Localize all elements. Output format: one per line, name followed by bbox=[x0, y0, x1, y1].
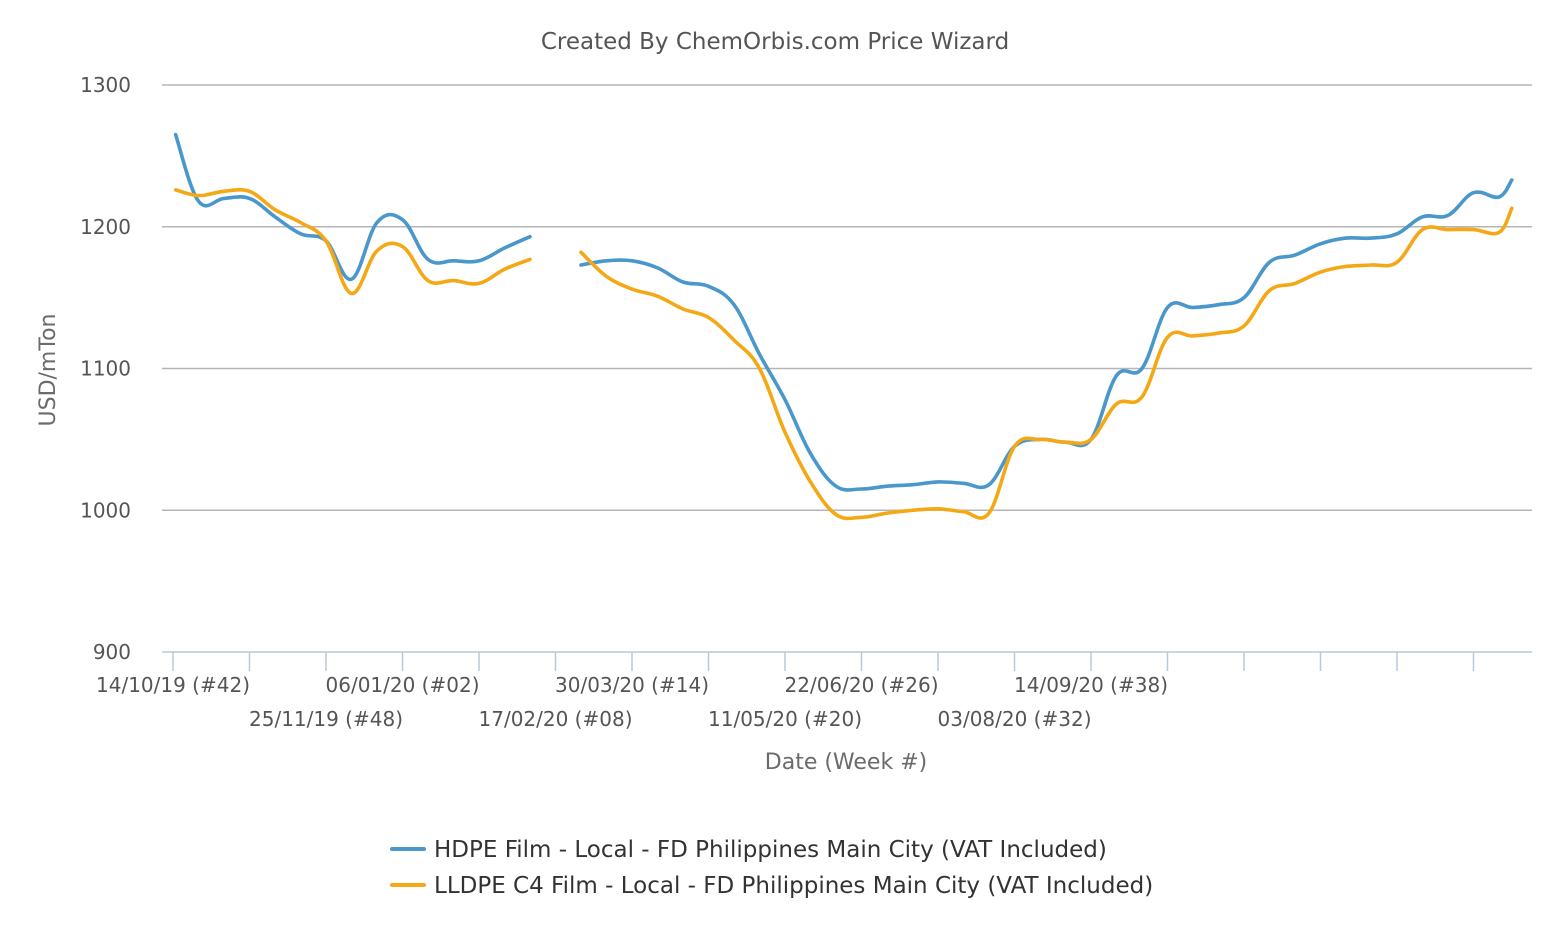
y-tick-label: 1200 bbox=[80, 215, 131, 239]
chart-title: Created By ChemOrbis.com Price Wizard bbox=[541, 29, 1009, 55]
x-tick-label: 17/02/20 (#08) bbox=[479, 707, 633, 731]
x-tick-label: 25/11/19 (#48) bbox=[249, 707, 403, 731]
y-tick-label: 1300 bbox=[80, 73, 131, 97]
y-tick-label: 1000 bbox=[80, 498, 131, 522]
legend: HDPE Film - Local - FD Philippines Main … bbox=[390, 837, 1153, 899]
x-tick-label: 30/03/20 (#14) bbox=[555, 673, 709, 697]
x-tick-label: 06/01/20 (#02) bbox=[326, 673, 480, 697]
x-tick-label: 03/08/20 (#32) bbox=[938, 707, 1092, 731]
x-tick-label: 22/06/20 (#26) bbox=[785, 673, 939, 697]
x-tick-label: 14/10/19 (#42) bbox=[96, 673, 250, 697]
y-tick-label: 1100 bbox=[80, 357, 131, 381]
series-line-hdpe[interactable] bbox=[173, 132, 1514, 492]
x-axis-title: Date (Week #) bbox=[765, 750, 927, 775]
legend-label[interactable]: HDPE Film - Local - FD Philippines Main … bbox=[434, 837, 1107, 863]
legend-label[interactable]: LLDPE C4 Film - Local - FD Philippines M… bbox=[434, 873, 1153, 899]
series-layer bbox=[173, 132, 1514, 521]
x-tick-label: 11/05/20 (#20) bbox=[708, 707, 862, 731]
x-axis: 14/10/19 (#42) 25/11/19 (#48) 06/01/20 (#0… bbox=[96, 651, 1532, 731]
grid-layer: 900 1000 1100 1200 1300 bbox=[80, 73, 1532, 664]
series-line-lldpe[interactable] bbox=[173, 187, 1514, 521]
y-tick-label: 900 bbox=[93, 640, 131, 664]
x-tick-label: 14/09/20 (#38) bbox=[1014, 673, 1168, 697]
y-axis-title: USD/mTon bbox=[36, 314, 61, 427]
